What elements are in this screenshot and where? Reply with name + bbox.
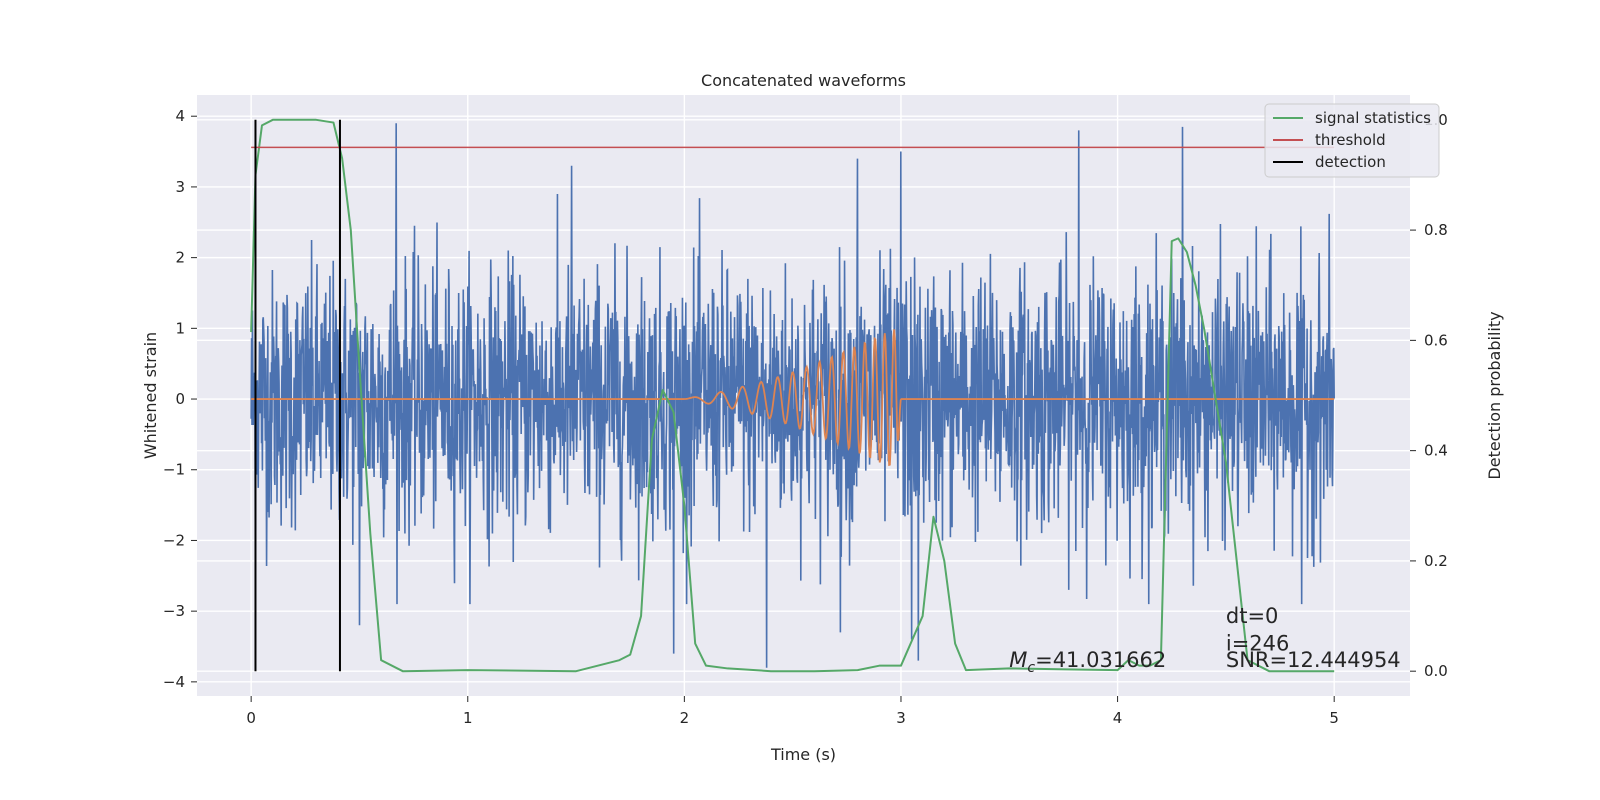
chart-root: 01234543210−1−2−3−41.00.80.60.40.20.0 Co… <box>0 0 1600 800</box>
x-tick-label: 5 <box>1329 709 1339 727</box>
x-tick-label: 2 <box>680 709 690 727</box>
chirp-mass-value: =41.031662 <box>1035 648 1166 672</box>
y-left-tick-label: −2 <box>163 531 185 549</box>
y-axis-left-label: Whitened strain <box>141 332 160 459</box>
chirp-mass-symbol: M <box>1009 648 1027 672</box>
y-right-tick-label: 0.4 <box>1424 442 1448 460</box>
legend-label-threshold: threshold <box>1315 131 1386 149</box>
y-left-tick-label: 4 <box>175 107 185 125</box>
y-axis-right-label: Detection probability <box>1485 311 1504 479</box>
x-axis-label: Time (s) <box>770 745 836 764</box>
legend-label-signal-statistics: signal statistics <box>1315 109 1431 127</box>
y-right-tick-label: 0.2 <box>1424 552 1448 570</box>
annotation-dt: dt=0 <box>1226 604 1279 628</box>
y-left-tick-label: 2 <box>175 249 185 267</box>
y-right-tick-label: 0.8 <box>1424 221 1448 239</box>
x-tick-label: 1 <box>463 709 473 727</box>
chart-figure: 01234543210−1−2−3−41.00.80.60.40.20.0 Co… <box>0 0 1600 800</box>
y-left-tick-label: 0 <box>175 390 185 408</box>
x-tick-label: 3 <box>896 709 906 727</box>
x-tick-label: 4 <box>1113 709 1123 727</box>
y-left-tick-label: −3 <box>163 602 185 620</box>
legend: signal statistics threshold detection <box>1265 104 1439 177</box>
y-left-tick-label: 1 <box>175 319 185 337</box>
y-left-tick-label: 3 <box>175 178 185 196</box>
y-right-tick-label: 0.0 <box>1424 662 1448 680</box>
y-left-tick-label: −1 <box>163 461 185 479</box>
y-left-tick-label: −4 <box>163 673 185 691</box>
legend-label-detection: detection <box>1315 153 1386 171</box>
x-tick-label: 0 <box>246 709 256 727</box>
chart-title: Concatenated waveforms <box>701 71 906 90</box>
annotation-snr: SNR=12.444954 <box>1226 648 1401 672</box>
y-right-tick-label: 0.6 <box>1424 331 1448 349</box>
